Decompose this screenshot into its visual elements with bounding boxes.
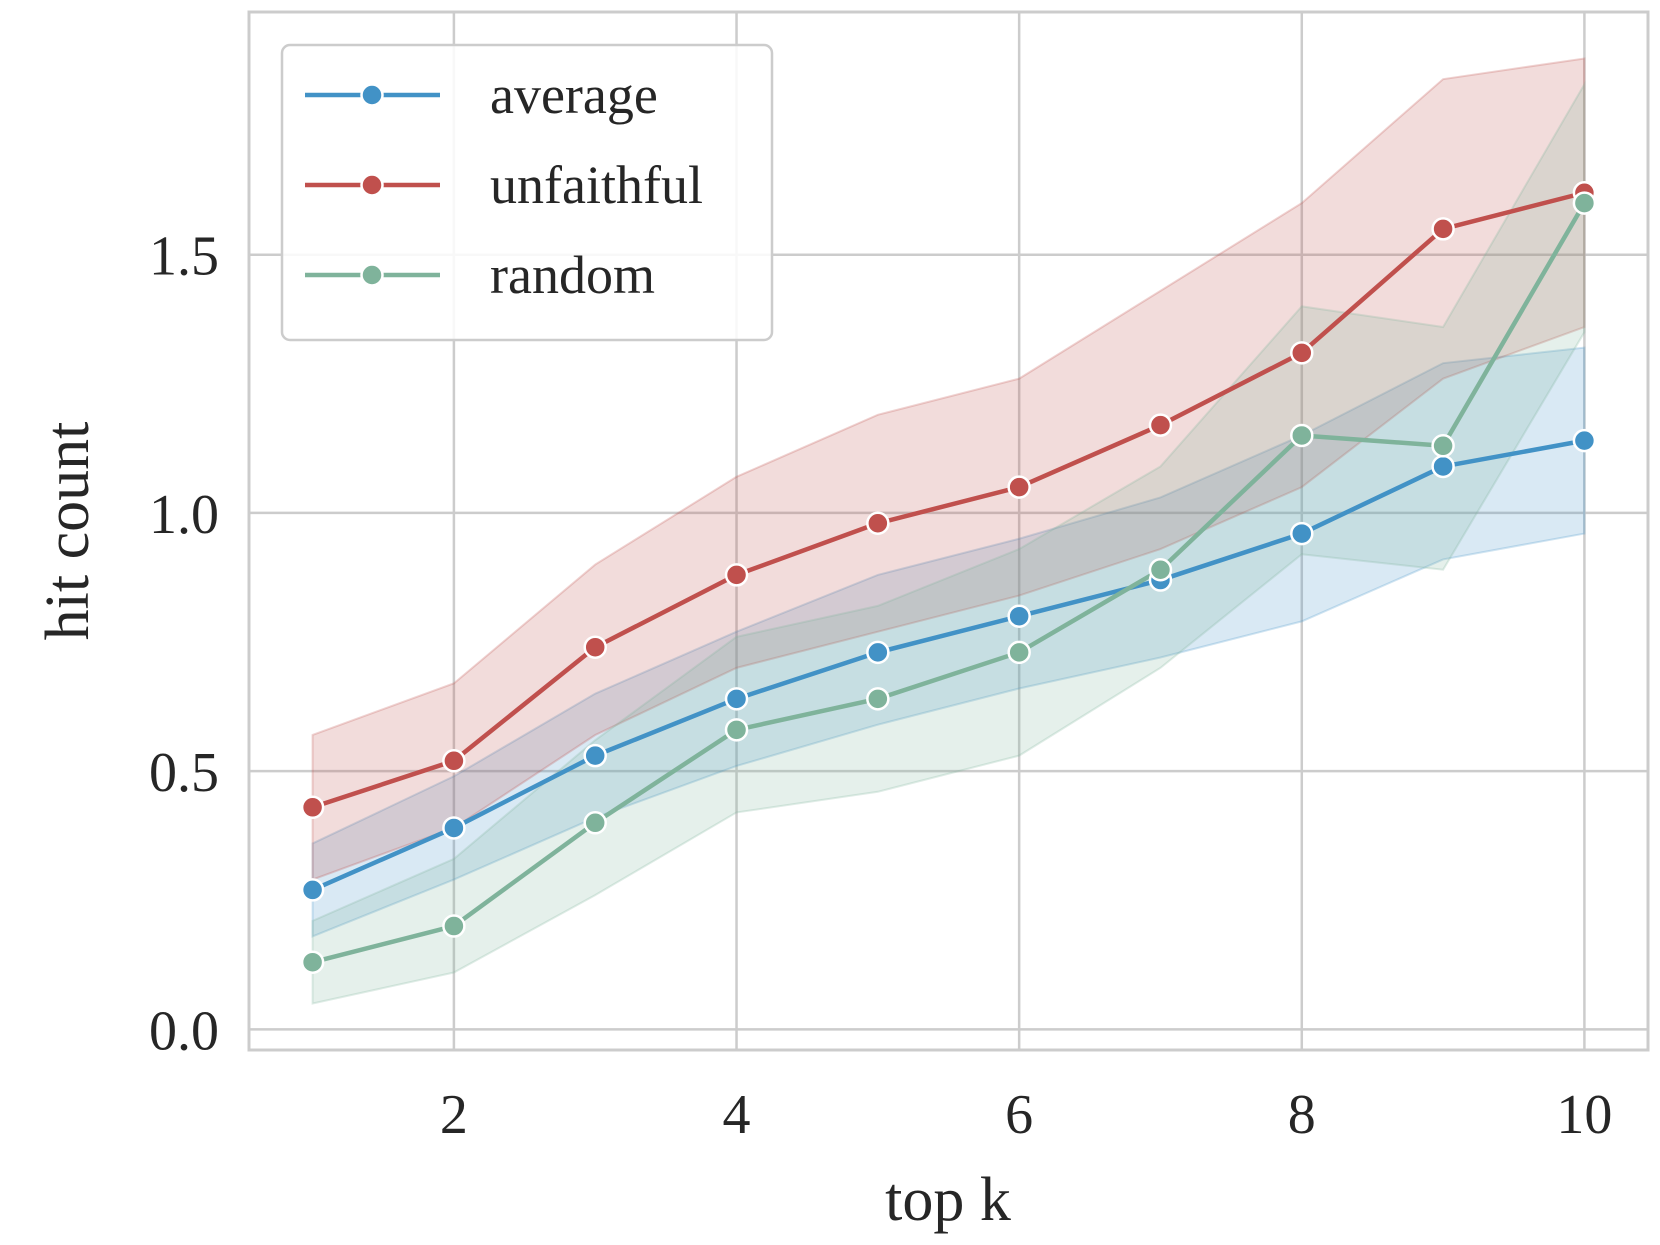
unfaithful-point [1148,413,1173,437]
average-confidence-band [311,346,1586,938]
random-point [1431,434,1455,458]
legend-average-marker [360,83,384,107]
x-tick-labels: 2 4 6 8 10 [440,1084,1613,1146]
legend-average-label: average [490,65,658,125]
y-axis-label: hit count [34,422,102,641]
series-lines [311,190,1587,965]
random-point [866,687,890,711]
plot-frame [247,10,1650,1052]
unfaithful-line [311,190,1585,810]
unfaithful-point [1290,341,1314,365]
legend-random-label: random [490,245,655,305]
random-point [300,950,325,974]
unfaithful-point [583,635,607,659]
x-axis-label: top k [885,1166,1011,1234]
average-point [1007,604,1031,628]
x-tick-label: 6 [1005,1084,1033,1146]
random-point [724,718,749,742]
average-line [311,438,1585,892]
legend-unfaithful-label: unfaithful [490,155,703,215]
unfaithful-point [1007,475,1031,499]
average-point [300,878,325,902]
y-tick-labels: 0.0 0.5 1.0 1.5 [149,226,219,1063]
unfaithful-point [442,749,466,773]
unfaithful-point [724,563,749,587]
average-point [442,816,466,840]
average-point [1431,454,1455,479]
random-line [312,201,1587,965]
x-tick-label: 2 [440,1084,468,1146]
average-point [724,687,749,711]
legend-unfaithful-marker [360,173,384,197]
legend-box [280,43,774,342]
y-tick-label: 1.0 [149,484,219,546]
x-tick-label: 8 [1288,1084,1316,1146]
confidence-bands [311,57,1586,1005]
unfaithful-point [300,795,325,820]
y-tick-label: 0.5 [149,742,219,804]
y-tick-label: 0.0 [149,1000,219,1062]
average-point [1572,428,1597,453]
unfaithful-point [866,511,890,536]
average-point [866,640,890,665]
y-tick-label: 1.5 [149,226,219,288]
random-point [1572,191,1597,215]
x-tick-label: 4 [723,1084,751,1146]
random-point [1290,423,1314,448]
random-point [1148,557,1173,582]
unfaithful-point [1431,217,1455,241]
legend-random-marker [360,263,384,287]
random-point [583,811,607,835]
x-tick-label: 10 [1556,1084,1612,1146]
average-point [583,743,607,768]
random-point [1007,640,1031,665]
series-markers [300,180,1597,974]
average-point [1290,521,1314,546]
random-point [442,914,466,938]
unfaithful-confidence-band [311,57,1586,882]
legend: average unfaithful random [280,43,774,342]
random-confidence-band [311,80,1586,1005]
